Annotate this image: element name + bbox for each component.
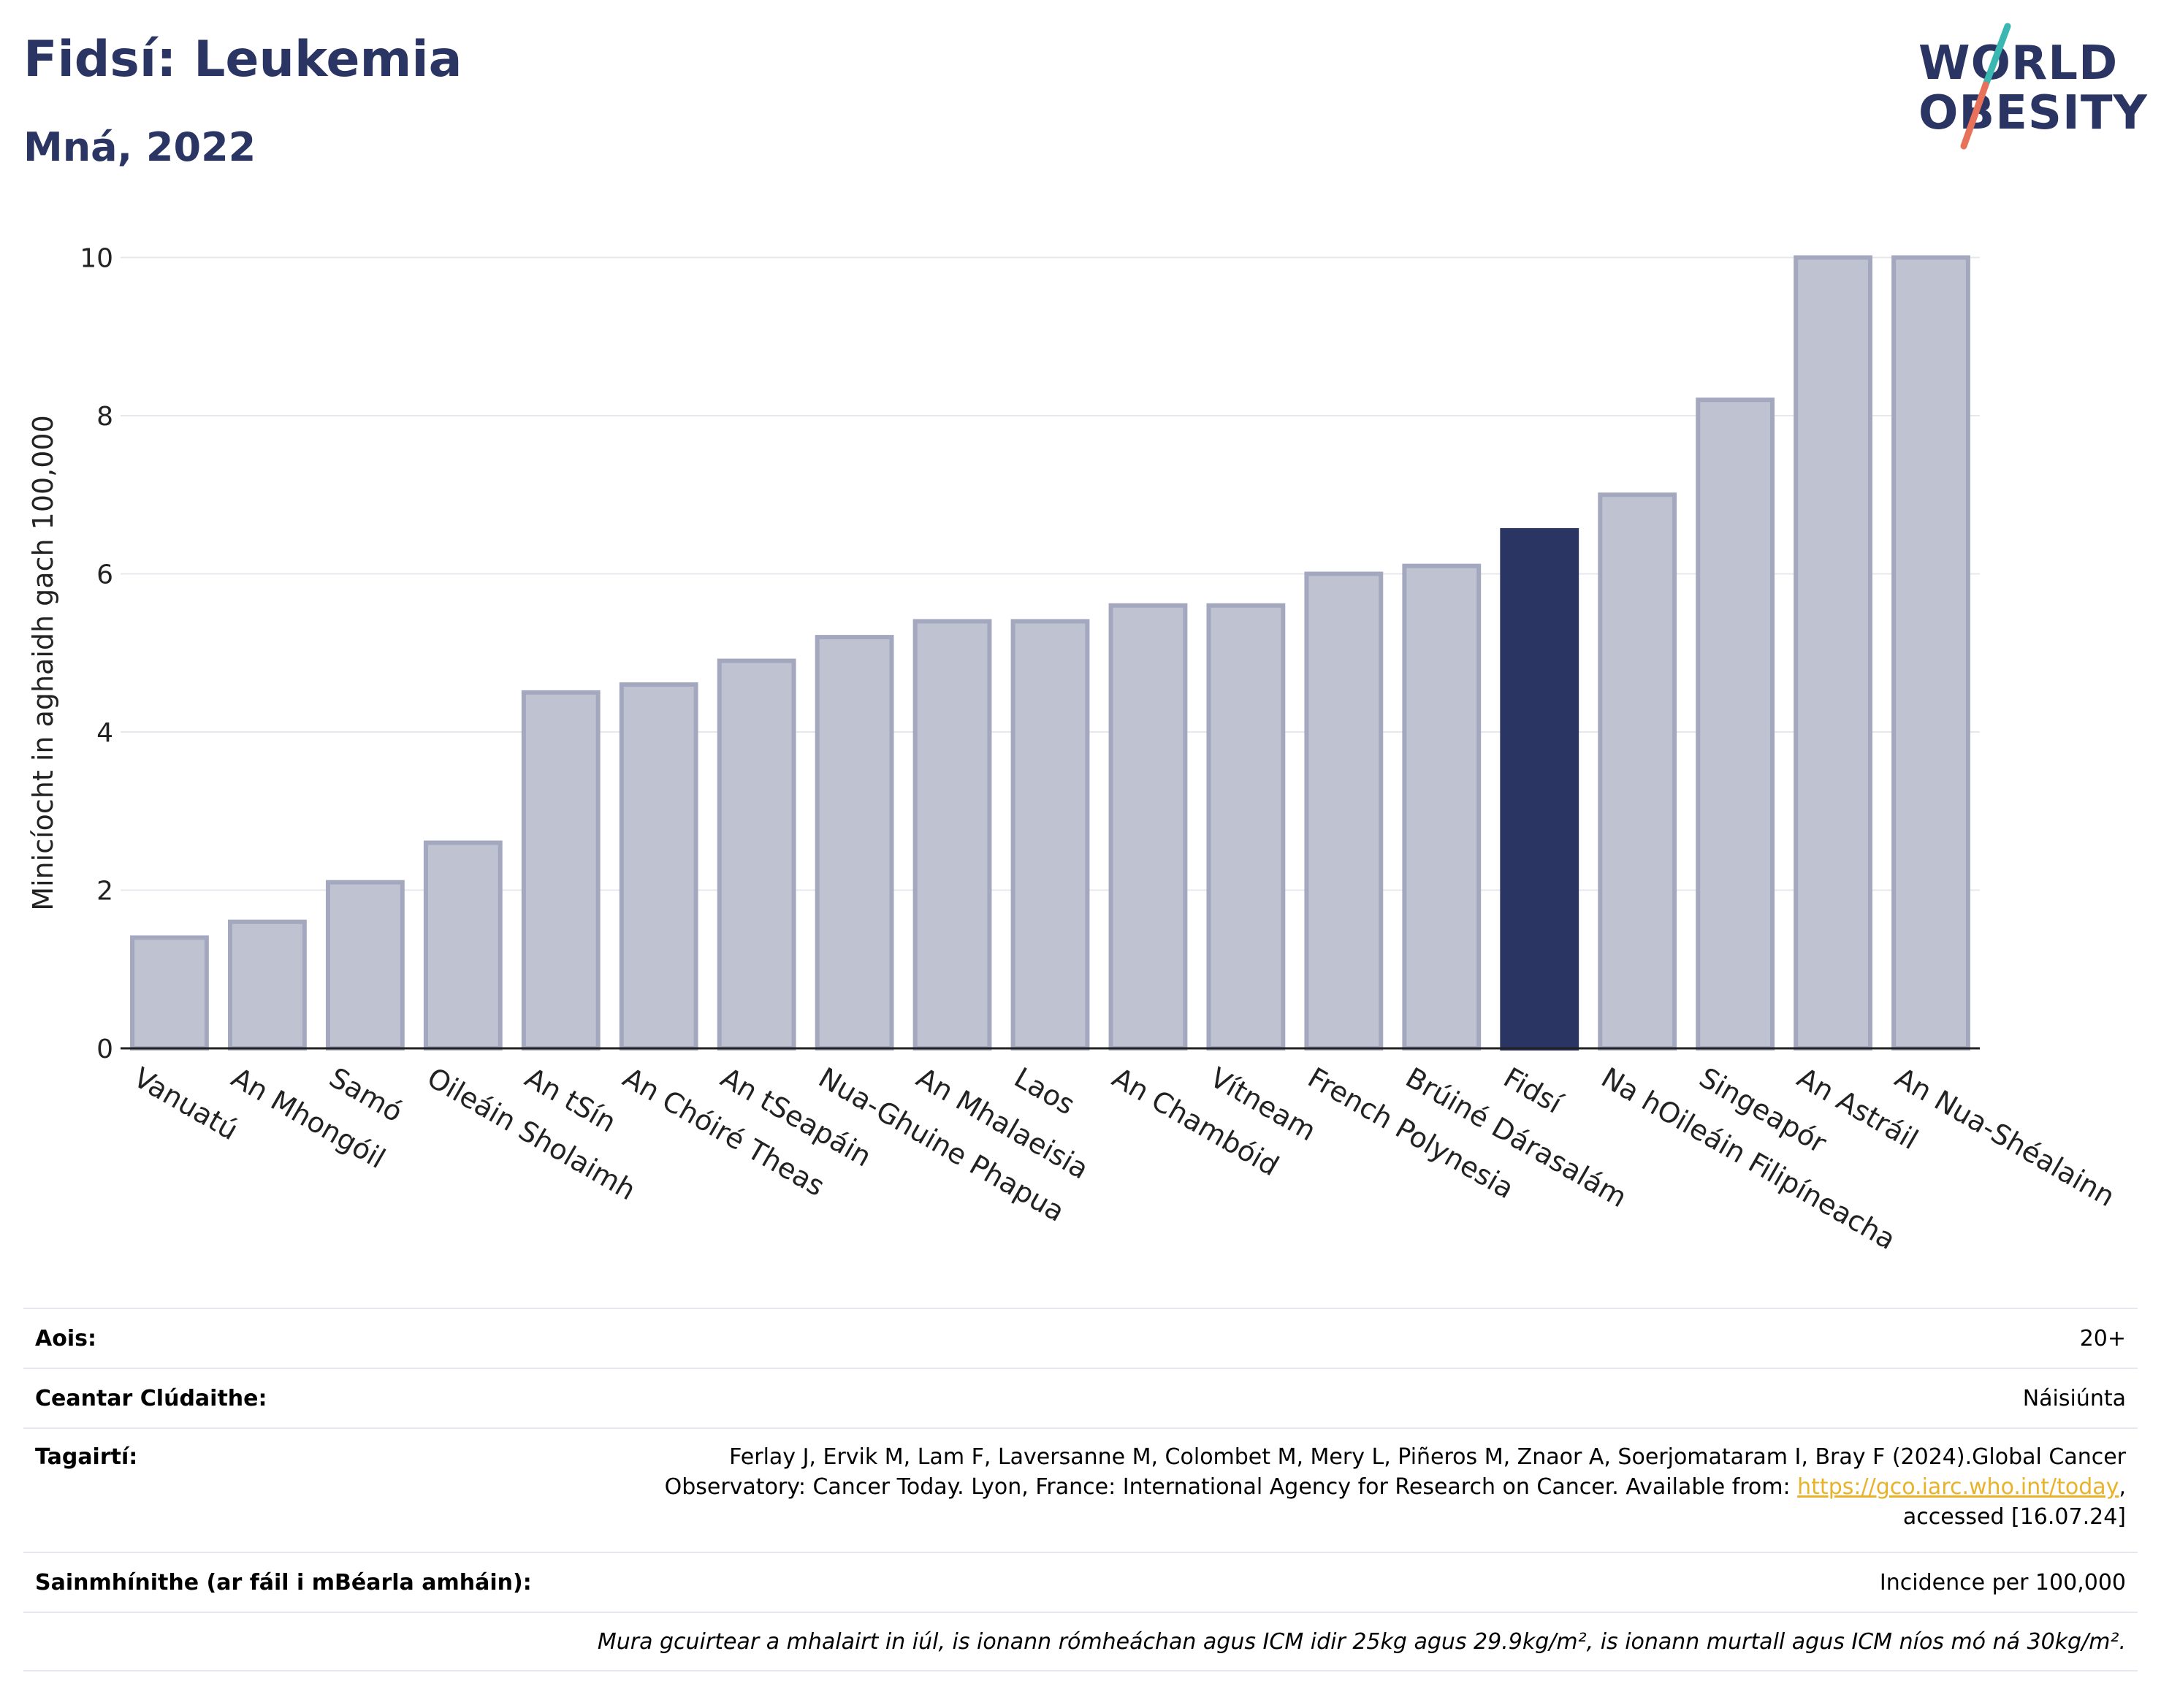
logo-slash-icon — [1960, 23, 2011, 150]
bar — [1206, 603, 1286, 1051]
bar — [1696, 397, 1775, 1051]
references-line-2: Observatory: Cancer Today. Lyon, France:… — [664, 1474, 1798, 1500]
page-title: Fidsí: Leukemia — [23, 31, 462, 88]
y-tick-label: 4 — [96, 718, 113, 748]
bar — [912, 619, 992, 1051]
bar — [717, 658, 796, 1051]
y-tick-labels: 0 2 4 6 8 10 — [80, 243, 113, 1064]
y-tick-label: 0 — [96, 1034, 113, 1064]
bar — [423, 840, 503, 1051]
info-row-references: Tagairtí: Ferlay J, Ervik M, Lam F, Lave… — [23, 1427, 2138, 1552]
age-label: Aois: — [35, 1325, 96, 1351]
references-label: Tagairtí: — [35, 1444, 138, 1470]
bar — [1108, 603, 1188, 1051]
bar — [325, 880, 405, 1051]
logo-slash-top — [1982, 23, 2011, 88]
references-line-2-end: , — [2119, 1474, 2126, 1500]
bar — [130, 935, 209, 1051]
x-tick-label: Fidsí — [1498, 1061, 1569, 1121]
references-link[interactable]: https://gco.iarc.who.int/today — [1797, 1474, 2119, 1500]
x-tick-label: An Nua-Shéalainn — [1890, 1061, 2121, 1213]
bar — [521, 690, 601, 1051]
x-tick-label: Laos — [1009, 1061, 1080, 1121]
logo-slash-bottom — [1960, 81, 1989, 150]
y-tick-label: 2 — [96, 876, 113, 906]
coverage-label: Ceantar Clúdaithe: — [35, 1385, 267, 1411]
definitions-label: Sainmhínithe (ar fáil i mBéarla amháin): — [35, 1569, 532, 1595]
bar — [619, 682, 698, 1051]
x-tick-label: Vanuatú — [128, 1061, 243, 1146]
y-tick-label: 10 — [80, 243, 113, 273]
world-obesity-logo: WORLD OBESITY — [1899, 22, 2148, 161]
bar — [1010, 619, 1090, 1051]
bar-layer — [130, 255, 1970, 1051]
y-tick-label: 6 — [96, 560, 113, 590]
age-value: 20+ — [2079, 1325, 2126, 1351]
info-table: Aois: 20+ Ceantar Clúdaithe: Náisiúnta T… — [23, 1308, 2138, 1671]
coverage-value: Náisiúnta — [2022, 1385, 2126, 1411]
x-tick-label: An Chambóid — [1107, 1061, 1284, 1183]
footnote-text: Mura gcuirtear a mhalairt in iúl, is ion… — [597, 1628, 2126, 1655]
info-row-age: Aois: 20+ — [23, 1308, 2138, 1368]
page-subtitle: Mná, 2022 — [23, 124, 256, 170]
definitions-value: Incidence per 100,000 — [1879, 1569, 2126, 1595]
bar — [1794, 255, 1872, 1051]
references-line-1: Ferlay J, Ervik M, Lam F, Laversanne M, … — [729, 1444, 2126, 1470]
bar-highlight — [1500, 527, 1579, 1051]
logo-text-obesity: OBESITY — [1918, 86, 2148, 140]
info-row-definitions: Sainmhínithe (ar fáil i mBéarla amháin):… — [23, 1552, 2138, 1612]
bar — [1891, 255, 1970, 1051]
bar — [1598, 492, 1677, 1051]
references-value: Ferlay J, Ervik M, Lam F, Laversanne M, … — [665, 1442, 2126, 1532]
bar — [1402, 563, 1482, 1051]
y-tick-label: 8 — [96, 402, 113, 432]
info-row-coverage: Ceantar Clúdaithe: Náisiúnta — [23, 1368, 2138, 1427]
y-axis-label: Minicíocht in aghaidh gach 100,000 — [27, 415, 59, 911]
bar — [1304, 571, 1384, 1051]
references-line-3: accessed [16.07.24] — [1902, 1504, 2126, 1530]
bar — [815, 635, 894, 1051]
logo-text-world: WORLD — [1918, 37, 2119, 91]
info-row-footnote: Mura gcuirtear a mhalairt in iúl, is ion… — [23, 1612, 2138, 1671]
bar — [228, 919, 307, 1051]
